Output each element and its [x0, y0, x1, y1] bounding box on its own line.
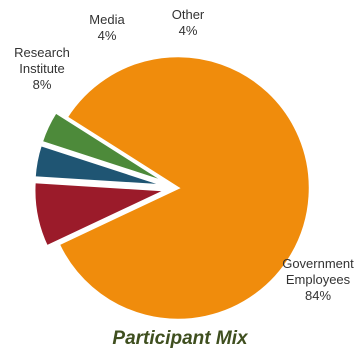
- slice-labels: Government Employees 84% Research Institute 8…: [14, 7, 354, 303]
- slice-label-government-employees: Government Employees 84%: [282, 256, 354, 303]
- chart-title: Participant Mix: [112, 328, 249, 349]
- slice-label-other: Other 4%: [172, 7, 205, 38]
- pie-slice-other: [40, 110, 168, 185]
- slice-label-research-institute: Research Institute 8%: [14, 45, 70, 92]
- slice-label-media: Media 4%: [89, 12, 125, 43]
- pie-slice-media: [33, 143, 167, 187]
- pie-slice-government-employees: [56, 54, 312, 322]
- pie-slice-research-institute: [32, 180, 167, 249]
